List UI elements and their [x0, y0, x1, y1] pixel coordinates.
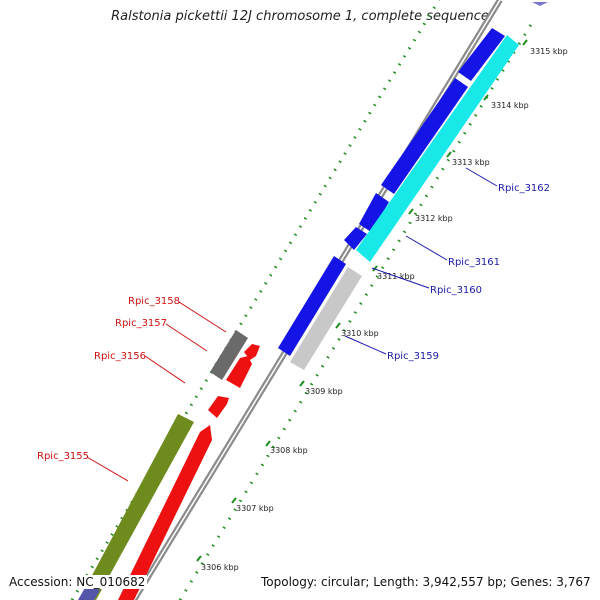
gene-label-rpic-3162[interactable]: Rpic_3162: [498, 183, 550, 194]
cds-rpic-3160[interactable]: [344, 227, 367, 250]
tick-mark: [196, 555, 202, 562]
tick-mark: [335, 322, 341, 329]
cds-rpic-3156[interactable]: [208, 396, 229, 418]
cds-rpic-3158[interactable]: [210, 330, 248, 380]
gene-label-rpic-3156[interactable]: Rpic_3156: [94, 351, 146, 362]
tick-label: 3313 kbp: [452, 158, 490, 167]
gene-label-rpic-3155[interactable]: Rpic_3155: [37, 451, 89, 462]
callout-line-rpic-3160: [371, 267, 430, 289]
callout-line-rpic-3156: [144, 355, 186, 384]
accession-text: Accession: NC_010682: [7, 575, 148, 589]
callout-line-rpic-3158: [178, 301, 227, 333]
tick-label: 3307 kbp: [236, 504, 274, 513]
cds-rpic-3162[interactable]: [381, 78, 468, 194]
cds-rpic-3157[interactable]: [226, 356, 252, 388]
tick-mark: [231, 497, 237, 504]
callout-line-rpic-3161: [405, 235, 448, 261]
cds-grey-feature[interactable]: [290, 267, 362, 370]
callout-line-rpic-3162: [465, 167, 498, 187]
tick-label: 3314 kbp: [491, 101, 529, 110]
gc-dots-inner: [70, 0, 441, 600]
tick-mark: [372, 265, 378, 272]
tick-mark: [522, 39, 528, 46]
cds-cyan-feature[interactable]: [356, 35, 519, 262]
callout-line-rpic-3157: [165, 323, 208, 352]
tick-mark: [299, 380, 305, 387]
tick-layer: 3306 kbp 3307 kbp 3308 kbp 3309 kbp 3310…: [196, 39, 568, 572]
gene-label-rpic-3159[interactable]: Rpic_3159: [387, 351, 439, 362]
map-title: Ralstonia pickettii 12J chromosome 1, co…: [111, 9, 489, 24]
cds-rpic-3161[interactable]: [359, 193, 389, 232]
tick-mark: [408, 208, 414, 215]
tick-label: 3315 kbp: [530, 47, 568, 56]
tick-mark: [265, 440, 271, 447]
cds-forward-top[interactable]: [458, 28, 505, 81]
tick-label: 3306 kbp: [201, 563, 239, 572]
tick-mark: [446, 151, 452, 158]
cds-top-edge: [532, 2, 548, 6]
callout-line-rpic-3155: [86, 456, 129, 482]
cds-rpic-3155-olive[interactable]: [80, 414, 194, 600]
cds-rpic-3157b[interactable]: [244, 344, 260, 360]
cds-rpic-3159[interactable]: [278, 256, 346, 356]
tick-label: 3308 kbp: [270, 446, 308, 455]
cds-dark-edge: [78, 586, 100, 600]
gc-dots-outer: [178, 17, 537, 600]
topology-text: Topology: circular; Length: 3,942,557 bp…: [259, 575, 593, 589]
gene-label-rpic-3161[interactable]: Rpic_3161: [448, 257, 500, 268]
tick-label: 3310 kbp: [341, 329, 379, 338]
gene-label-rpic-3158[interactable]: Rpic_3158: [128, 296, 180, 307]
callout-line-rpic-3159: [344, 335, 387, 355]
cds-rpic-3155-red[interactable]: [118, 425, 212, 600]
tick-label: 3309 kbp: [305, 387, 343, 396]
tick-label: 3312 kbp: [415, 214, 453, 223]
gene-label-rpic-3160[interactable]: Rpic_3160: [430, 285, 482, 296]
tick-mark: [483, 94, 489, 101]
gene-label-rpic-3157[interactable]: Rpic_3157: [115, 318, 167, 329]
